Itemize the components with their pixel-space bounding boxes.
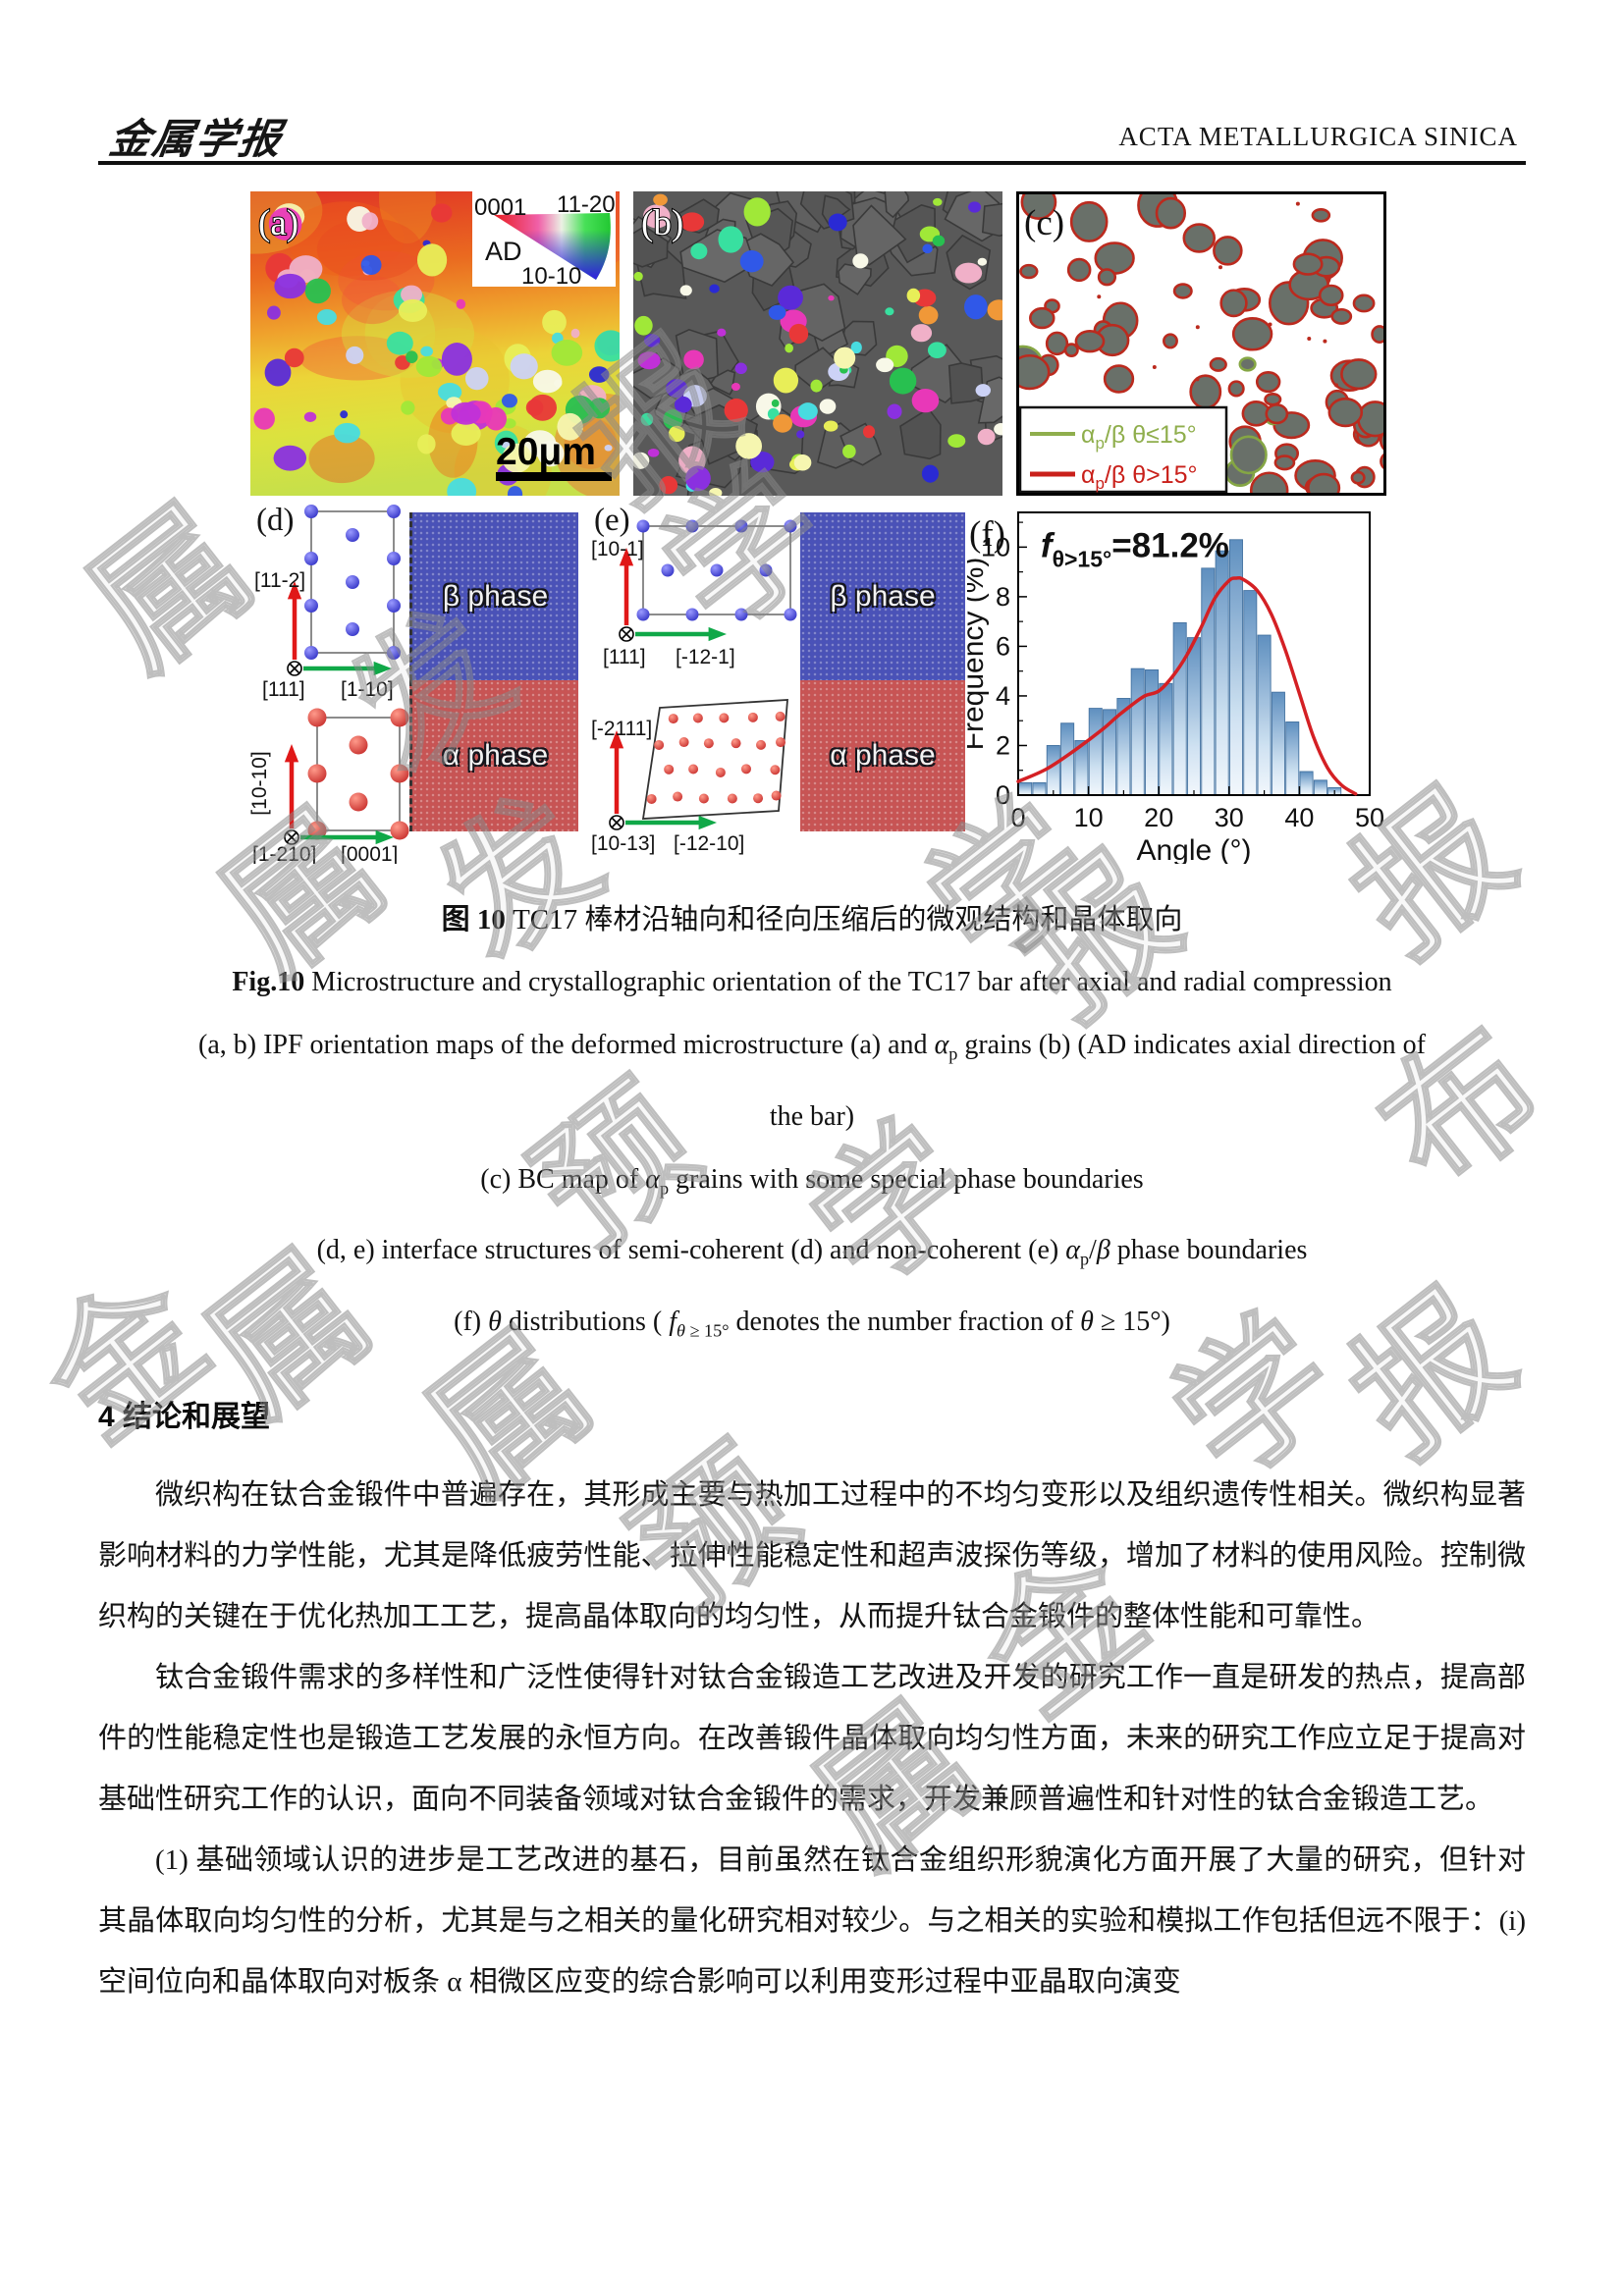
panel-d-lattices: [11-2] [111] [1-10] [10-10] [1-210] [000… xyxy=(250,505,409,864)
alpha-phase-block-e: α phase xyxy=(800,680,965,831)
svg-text:50: 50 xyxy=(1355,803,1384,832)
alpha-phase-label: α phase xyxy=(442,739,549,772)
svg-text:Angle (°): Angle (°) xyxy=(1136,834,1251,864)
svg-text:30: 30 xyxy=(1215,803,1244,832)
beta-phase-block-e: β phase xyxy=(800,512,965,680)
body-paragraph-2: 钛合金锻件需求的多样性和广泛性使得针对钛合金锻造工艺改进及开发的研究工作一直是研… xyxy=(98,1662,1526,1815)
svg-text:属: 属 xyxy=(63,480,279,699)
conclusion-section: 4 结论和展望 微织构在钛合金锻件中普遍存在，其形成主要与热加工过程中的不均匀变… xyxy=(98,1398,1526,2012)
journal-title: ACTA METALLURGICA SINICA xyxy=(1118,122,1518,151)
beta-phase-label: β phase xyxy=(442,579,549,613)
axis-label: [11-2] xyxy=(254,569,305,592)
panel-b-grain-map: (b) xyxy=(633,191,1002,496)
axis-label: [10-1] xyxy=(591,538,644,561)
beta-phase-label: β phase xyxy=(830,579,936,613)
axis-label: [10-13] xyxy=(591,832,655,855)
svg-text:40: 40 xyxy=(1284,803,1314,832)
svg-text:fθ>15°=81.2%: fθ>15°=81.2% xyxy=(1041,526,1229,571)
figure-caption-en: Fig.10 Microstructure and crystallograph… xyxy=(118,951,1506,1014)
axis-label: [10-10] xyxy=(250,751,271,815)
panel-d-label: (d) xyxy=(256,503,295,538)
svg-text:0: 0 xyxy=(1010,803,1025,832)
axis-label: [-12-1] xyxy=(676,646,735,668)
figure-caption: 图 10 TC17 棒材沿轴向和径向压缩后的微观结构和晶体取向 Fig.10 M… xyxy=(118,888,1506,1362)
svg-text:(b): (b) xyxy=(641,203,683,243)
panel-c-bc-map: αp/β θ≤15° αp/β θ>15° (c) xyxy=(1016,191,1386,496)
caption-en-text: Microstructure and crystallographic orie… xyxy=(304,967,1392,997)
caption-line-ab2: the bar) xyxy=(769,1100,855,1132)
svg-text:4: 4 xyxy=(996,681,1010,711)
panel-e-label: (e) xyxy=(594,503,630,538)
svg-text:αp/β θ>15°: αp/β θ>15° xyxy=(1081,461,1198,493)
caption-line-f: (f) θ distributions ( fθ ≥ 15° denotes t… xyxy=(454,1306,1170,1341)
caption-line-de: (d, e) interface structures of semi-cohe… xyxy=(316,1235,1308,1269)
caption-zh-number: 图 10 xyxy=(441,904,506,935)
svg-text:αp/β θ≤15°: αp/β θ≤15° xyxy=(1081,421,1197,453)
svg-text:10: 10 xyxy=(1074,803,1104,832)
svg-text:2: 2 xyxy=(996,730,1010,760)
alpha-phase-label: α phase xyxy=(830,739,936,772)
axis-label: [0001] xyxy=(341,843,398,864)
svg-text:10: 10 xyxy=(981,532,1010,561)
caption-zh-text: TC17 棒材沿轴向和径向压缩后的微观结构和晶体取向 xyxy=(505,904,1183,935)
svg-text:(f): (f) xyxy=(969,514,1005,555)
body-paragraph-3: (1) 基础领域认识的进步是工艺改进的基石，目前虽然在钛合金组织形貌演化方面开展… xyxy=(98,1844,1526,1998)
beta-phase-block-d: β phase xyxy=(409,512,578,680)
figure-caption-zh: 图 10 TC17 棒材沿轴向和径向压缩后的微观结构和晶体取向 xyxy=(118,888,1506,951)
alpha-phase-block-d: α phase xyxy=(409,680,578,831)
body-paragraph-1: 微织构在钛合金锻件中普遍存在，其形成主要与热加工过程中的不均匀变形以及组织遗传性… xyxy=(98,1479,1526,1632)
axis-label: [-12-10] xyxy=(674,832,744,855)
journal-logo: 金属学报 xyxy=(106,118,286,163)
svg-text:6: 6 xyxy=(996,631,1010,661)
svg-text:(a): (a) xyxy=(258,203,298,243)
panel-e-lattices: [10-1] [111] [-12-1] [-2111] [10-13] [-1… xyxy=(591,519,797,855)
section-heading: 4 结论和展望 xyxy=(98,1401,271,1433)
panel-f-histogram: 0 10 20 30 40 50 0 2 4 6 8 10 fθ>15°=81.2% Angle (°) F… xyxy=(967,511,1384,864)
caption-line-ab: (a, b) IPF orientation maps of the defor… xyxy=(198,1030,1426,1064)
axis-label: [111] xyxy=(603,646,646,668)
svg-text:11-20: 11-20 xyxy=(557,191,616,218)
caption-line-c: (c) BC map of αp grains with some specia… xyxy=(480,1163,1144,1199)
axis-label: [1-10] xyxy=(341,678,394,701)
figure-10: 0001 11-20 AD 10-10 20μm (a) (b) αp/β θ≤15° αp… xyxy=(250,185,1386,864)
svg-text:10-10: 10-10 xyxy=(521,263,581,290)
svg-text:Frequency (%): Frequency (%) xyxy=(967,558,990,751)
axis-label: [111] xyxy=(262,678,305,701)
svg-text:(c): (c) xyxy=(1024,203,1064,243)
axis-label: [-2111] xyxy=(591,718,652,740)
svg-text:8: 8 xyxy=(996,582,1010,612)
svg-text:20μm: 20μm xyxy=(496,431,596,473)
svg-text:0001: 0001 xyxy=(474,194,526,221)
svg-text:0: 0 xyxy=(996,780,1010,810)
caption-en-number: Fig.10 xyxy=(232,967,305,997)
svg-text:AD: AD xyxy=(485,237,522,266)
axis-label: [1-210] xyxy=(252,843,316,864)
svg-text:20: 20 xyxy=(1144,803,1173,832)
header-rule xyxy=(98,161,1526,165)
